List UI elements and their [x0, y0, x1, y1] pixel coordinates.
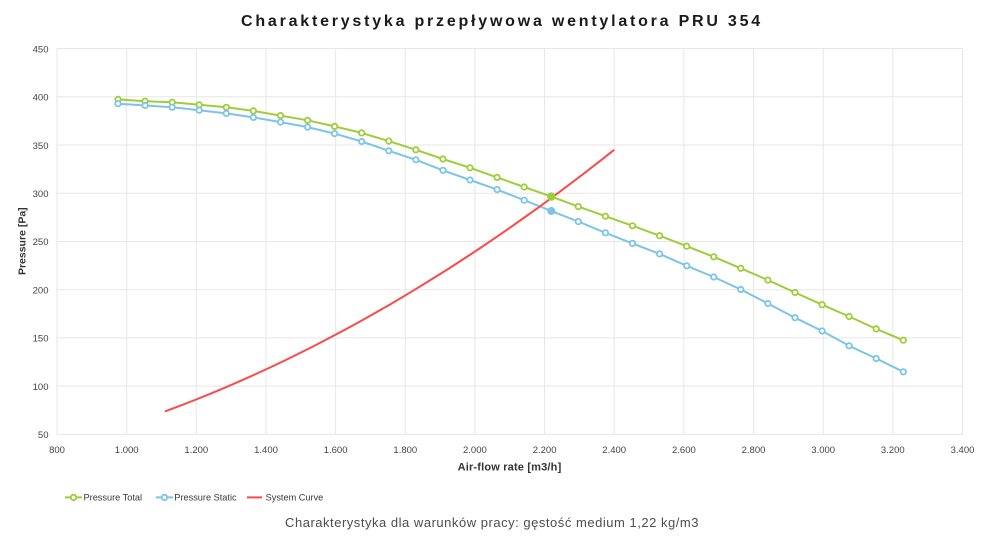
svg-text:450: 450 — [33, 44, 49, 55]
svg-text:1.200: 1.200 — [184, 445, 208, 456]
svg-text:50: 50 — [38, 430, 49, 441]
svg-text:250: 250 — [33, 237, 49, 248]
svg-text:1.800: 1.800 — [393, 445, 417, 456]
svg-text:100: 100 — [33, 382, 49, 393]
svg-text:Air-flow rate [m3/h]: Air-flow rate [m3/h] — [458, 462, 562, 474]
svg-text:2.600: 2.600 — [672, 445, 696, 456]
svg-text:2.400: 2.400 — [602, 445, 626, 456]
svg-text:System Curve: System Curve — [266, 493, 324, 503]
svg-text:Pressure Total: Pressure Total — [84, 493, 143, 503]
svg-text:200: 200 — [33, 286, 49, 297]
svg-text:2.000: 2.000 — [463, 445, 487, 456]
svg-text:1.600: 1.600 — [324, 445, 348, 456]
svg-text:3.200: 3.200 — [881, 445, 905, 456]
svg-text:3.400: 3.400 — [951, 445, 975, 456]
svg-text:2.800: 2.800 — [742, 445, 766, 456]
svg-text:150: 150 — [33, 334, 49, 345]
svg-text:350: 350 — [33, 141, 49, 152]
svg-text:800: 800 — [49, 445, 65, 456]
svg-text:Pressure [Pa]: Pressure [Pa] — [16, 207, 28, 275]
svg-text:3.000: 3.000 — [811, 445, 835, 456]
svg-text:400: 400 — [33, 93, 49, 104]
svg-text:Charakterystyka dla warunków p: Charakterystyka dla warunków pracy: gęst… — [285, 515, 699, 530]
svg-text:2.200: 2.200 — [533, 445, 557, 456]
svg-text:Charakterystyka przepływowa we: Charakterystyka przepływowa wentylatora … — [241, 13, 763, 30]
svg-text:1.400: 1.400 — [254, 445, 278, 456]
svg-text:Pressure Static: Pressure Static — [174, 493, 237, 503]
svg-text:300: 300 — [33, 189, 49, 200]
svg-text:1.000: 1.000 — [115, 445, 139, 456]
